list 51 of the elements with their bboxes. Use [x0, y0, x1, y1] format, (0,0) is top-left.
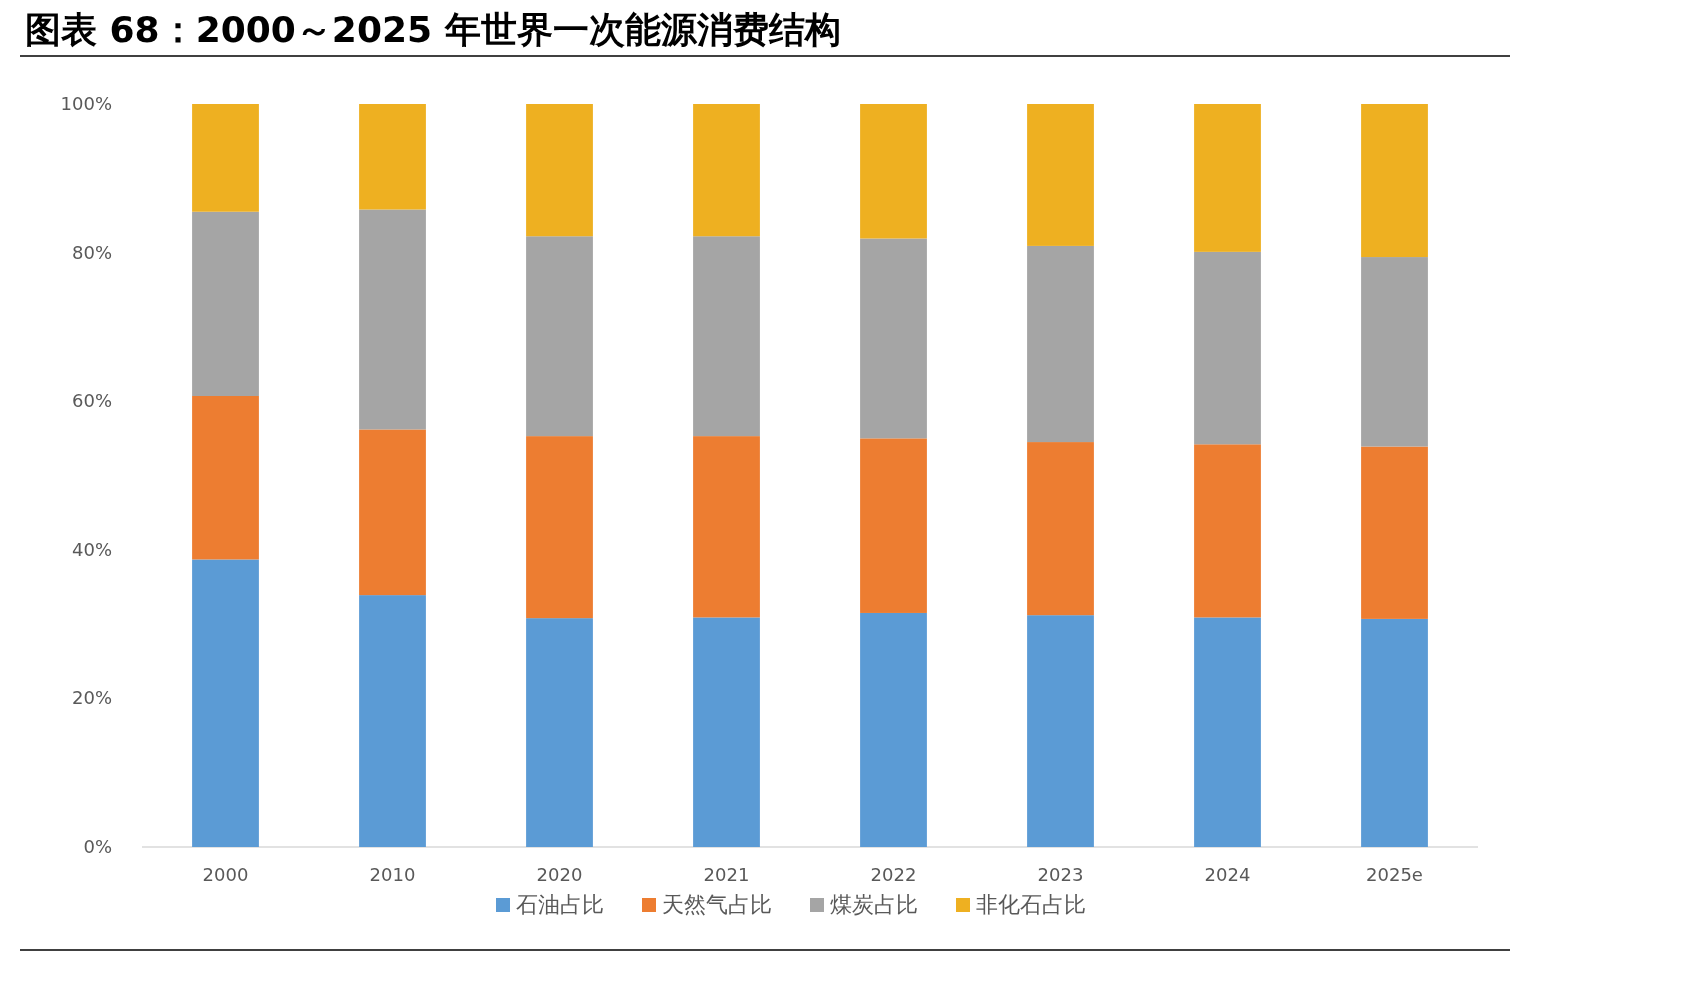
x-tick-label: 2021 — [703, 864, 750, 885]
bar — [693, 617, 760, 847]
bar — [1194, 617, 1261, 847]
bar — [1027, 245, 1094, 443]
legend-label: 天然气占比 — [662, 892, 772, 917]
bar — [1194, 104, 1261, 252]
bar — [1361, 446, 1428, 619]
chart-title: 图表 68：2000～2025 年世界一次能源消费结构 — [25, 9, 841, 50]
y-tick-label: 80% — [71, 241, 112, 263]
legend-label: 煤炭占比 — [830, 892, 918, 917]
bar — [1361, 104, 1428, 258]
bar — [359, 595, 426, 847]
x-tick-label: 2020 — [536, 864, 583, 885]
bar — [192, 104, 259, 212]
bar — [1361, 257, 1428, 447]
y-tick-label: 0% — [83, 836, 112, 857]
x-tick-label: 2000 — [202, 864, 249, 885]
x-tick-label: 2024 — [1204, 864, 1251, 885]
y-tick-label: 60% — [71, 390, 112, 412]
bar — [359, 429, 426, 596]
bar — [192, 396, 259, 560]
bar — [860, 612, 927, 847]
bar — [860, 438, 927, 613]
bar — [192, 211, 259, 396]
y-tick-label: 20% — [71, 687, 112, 709]
bar — [860, 104, 927, 239]
bar — [693, 236, 760, 437]
bar — [359, 104, 426, 210]
bar — [1361, 618, 1428, 847]
bar — [1027, 104, 1094, 246]
bar — [1027, 615, 1094, 847]
bar — [526, 618, 593, 847]
bar — [693, 104, 760, 237]
x-tick-label: 2022 — [870, 864, 917, 885]
bar — [526, 436, 593, 619]
x-tick-label: 2023 — [1037, 864, 1084, 885]
x-tick-label: 2025e — [1366, 864, 1423, 885]
legend-label: 石油占比 — [516, 892, 604, 917]
bar — [1194, 444, 1261, 618]
bar — [359, 209, 426, 430]
bar — [1194, 251, 1261, 445]
bar — [192, 559, 259, 847]
bar — [526, 104, 593, 237]
bar — [1027, 442, 1094, 616]
bar — [860, 238, 927, 439]
y-tick-label: 40% — [71, 538, 112, 560]
bar — [526, 236, 593, 437]
bar — [693, 436, 760, 618]
legend-label: 非化石占比 — [976, 892, 1086, 917]
y-tick-label: 100% — [60, 93, 112, 114]
x-tick-label: 2010 — [369, 864, 416, 885]
